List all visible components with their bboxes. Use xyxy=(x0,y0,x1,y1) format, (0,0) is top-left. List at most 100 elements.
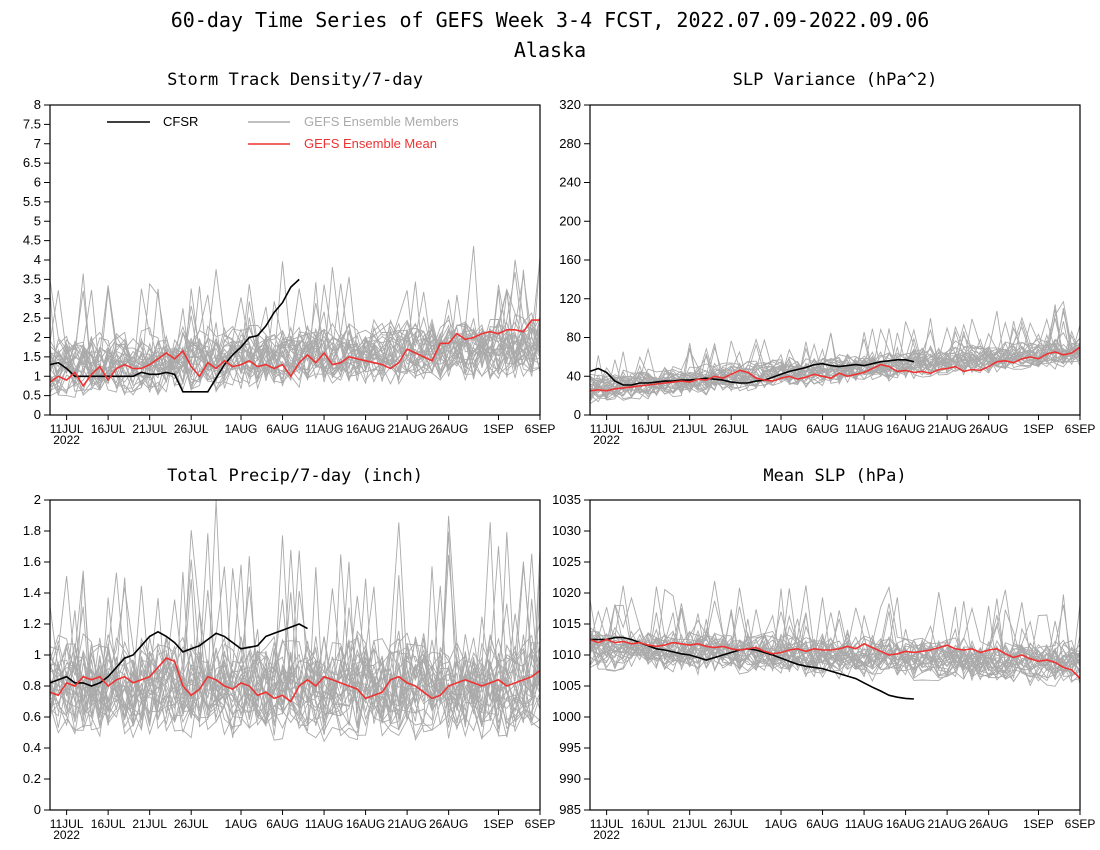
ensemble-member-line xyxy=(49,299,541,396)
y-tick-label: 0.6 xyxy=(23,709,41,724)
y-tick-label: 1000 xyxy=(552,709,581,724)
y-tick-label: 200 xyxy=(559,213,581,228)
y-tick-label: 5 xyxy=(34,213,41,228)
x-tick-year-label: 2022 xyxy=(593,828,620,842)
ensemble-member-line xyxy=(589,606,1081,687)
y-tick-label: 1.2 xyxy=(23,616,41,631)
y-tick-label: 0 xyxy=(574,407,581,422)
y-tick-label: 0.2 xyxy=(23,771,41,786)
x-tick-label: 11AUG xyxy=(305,817,343,831)
ensemble-member-line xyxy=(589,588,1081,684)
x-tick-label: 11AUG xyxy=(845,422,883,436)
ensemble-mean-line xyxy=(49,319,540,388)
panel-title: SLP Variance (hPa^2) xyxy=(733,70,938,90)
y-tick-label: 1.6 xyxy=(23,554,41,569)
y-tick-label: 320 xyxy=(559,97,581,112)
x-tick-label: 1SEP xyxy=(1023,422,1054,436)
ensemble-member-line xyxy=(589,320,1081,399)
y-tick-label: 1.5 xyxy=(23,349,41,364)
plot-frame xyxy=(49,499,541,811)
y-tick-label: 8 xyxy=(34,97,41,112)
x-tick-label: 6AUG xyxy=(266,422,299,436)
plot-frame xyxy=(589,499,1081,811)
legend-members-label: GEFS Ensemble Members xyxy=(304,114,459,129)
y-tick-label: 7.5 xyxy=(23,116,41,131)
y-tick-label: 5.5 xyxy=(23,194,41,209)
x-tick-label: 6SEP xyxy=(1065,422,1096,436)
ensemble-members xyxy=(589,581,1081,687)
ensemble-mean-line xyxy=(589,346,1081,392)
x-tick-label: 21JUL xyxy=(672,817,707,831)
x-tick-label: 26AUG xyxy=(969,817,1008,831)
cfsr-line xyxy=(49,278,300,393)
x-tick-label: 1SEP xyxy=(1023,817,1054,831)
x-tick-label: 11AUG xyxy=(845,817,883,831)
x-tick-year-label: 2022 xyxy=(593,433,620,447)
x-tick-label: 1AUG xyxy=(765,817,798,831)
y-tick-label: 1010 xyxy=(552,647,581,662)
x-tick-label: 16JUL xyxy=(91,817,126,831)
ensemble-member-line xyxy=(589,325,1081,393)
y-tick-label: 1025 xyxy=(552,554,581,569)
x-tick-label: 21JUL xyxy=(672,422,707,436)
y-tick-label: 2.5 xyxy=(23,310,41,325)
y-tick-label: 1035 xyxy=(552,492,581,507)
x-tick-label: 26AUG xyxy=(969,422,1008,436)
y-tick-label: 1 xyxy=(34,368,41,383)
y-tick-label: 6.5 xyxy=(23,155,41,170)
x-tick-label: 21JUL xyxy=(132,422,167,436)
y-tick-label: 1.4 xyxy=(23,585,41,600)
figure-title: 60-day Time Series of GEFS Week 3-4 FCST… xyxy=(171,8,930,32)
y-tick-label: 3.5 xyxy=(23,271,41,286)
y-tick-label: 3 xyxy=(34,291,41,306)
y-tick-label: 4 xyxy=(34,252,41,267)
x-tick-label: 16AUG xyxy=(886,817,925,831)
x-tick-label: 1AUG xyxy=(225,817,258,831)
x-tick-label: 6SEP xyxy=(525,817,556,831)
x-tick-year-label: 2022 xyxy=(53,828,80,842)
x-tick-label: 11JUL xyxy=(590,817,624,831)
x-tick-label: 1AUG xyxy=(765,422,798,436)
legend-mean-label: GEFS Ensemble Mean xyxy=(304,136,437,151)
ensemble-member-line xyxy=(49,317,541,387)
ensemble-member-line xyxy=(49,605,541,709)
x-tick-label: 1SEP xyxy=(483,422,514,436)
ensemble-member-line xyxy=(49,288,541,388)
figure-subtitle: Alaska xyxy=(514,38,586,62)
x-tick-label: 21AUG xyxy=(387,422,426,436)
y-tick-label: 1020 xyxy=(552,585,581,600)
y-tick-label: 160 xyxy=(559,252,581,267)
ensemble-member-line xyxy=(589,599,1081,685)
x-tick-label: 16JUL xyxy=(91,422,126,436)
ensemble-member-line xyxy=(589,612,1081,682)
ensemble-member-line xyxy=(49,548,541,733)
x-tick-label: 6AUG xyxy=(806,422,839,436)
x-tick-label: 16AUG xyxy=(886,422,925,436)
y-tick-label: 0.8 xyxy=(23,678,41,693)
cfsr-line xyxy=(589,358,915,386)
x-tick-label: 11JUL xyxy=(590,422,624,436)
ensemble-member-line xyxy=(589,320,1081,391)
x-tick-label: 6SEP xyxy=(1065,817,1096,831)
y-tick-label: 6 xyxy=(34,175,41,190)
x-tick-label: 1AUG xyxy=(225,422,258,436)
y-tick-label: 0 xyxy=(34,802,41,817)
x-tick-label: 11AUG xyxy=(305,422,343,436)
legend: CFSR GEFS Ensemble Members GEFS Ensemble M… xyxy=(107,114,459,151)
ensemble-member-line xyxy=(49,586,541,711)
x-tick-label: 16AUG xyxy=(346,817,385,831)
y-tick-label: 0 xyxy=(34,407,41,422)
y-tick-label: 1.8 xyxy=(23,523,41,538)
ensemble-mean-line xyxy=(49,657,541,703)
y-tick-label: 0.5 xyxy=(23,388,41,403)
y-tick-label: 1030 xyxy=(552,523,581,538)
ensemble-member-line xyxy=(49,290,541,390)
x-tick-label: 26JUL xyxy=(714,422,749,436)
ensemble-member-line xyxy=(589,585,1081,674)
x-tick-label: 6SEP xyxy=(525,422,556,436)
y-tick-label: 1 xyxy=(34,647,41,662)
y-tick-label: 1005 xyxy=(552,678,581,693)
x-tick-label: 16JUL xyxy=(631,422,666,436)
ensemble-members xyxy=(49,245,541,398)
panel-title: Storm Track Density/7-day xyxy=(167,70,423,90)
